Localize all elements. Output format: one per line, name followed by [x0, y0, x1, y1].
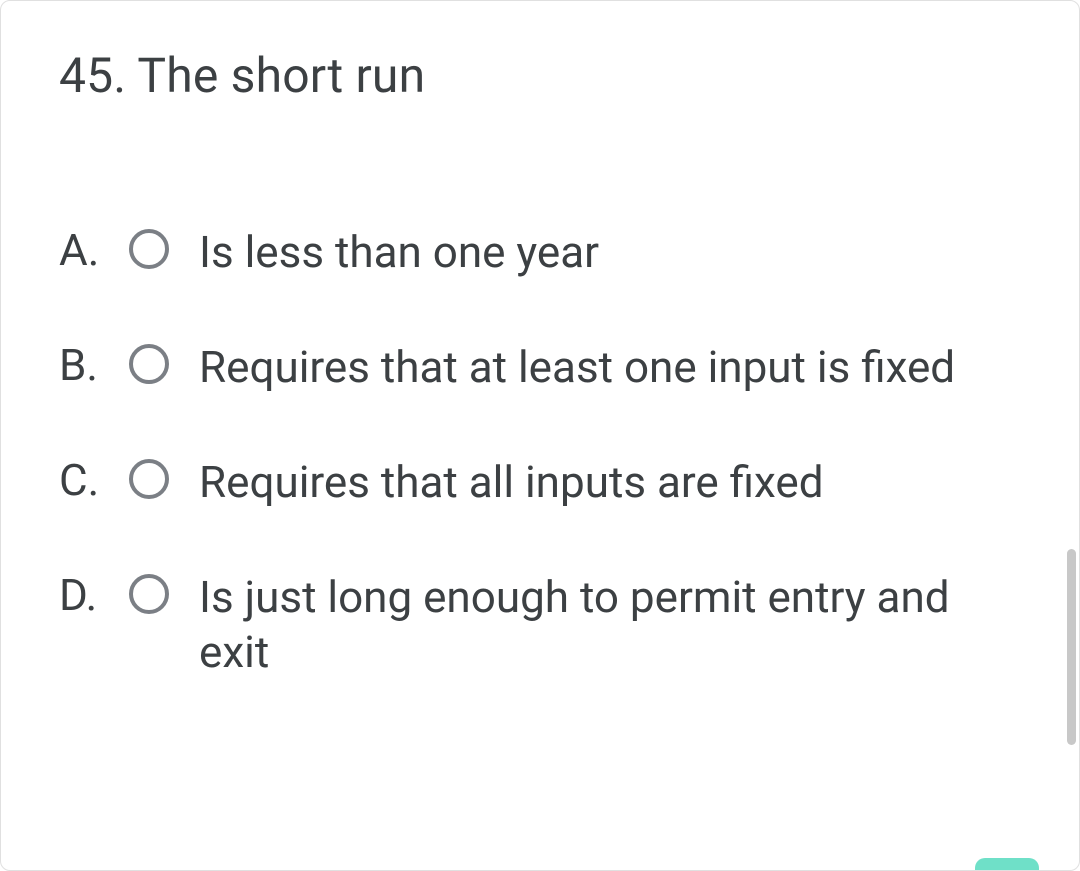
option-letter: C. — [59, 455, 129, 506]
option-d-label: Is just long enough to permit entry and … — [199, 570, 1021, 680]
option-letter: A. — [59, 225, 129, 276]
option-letter: D. — [59, 570, 129, 621]
radio-wrap — [129, 340, 199, 384]
radio-b[interactable] — [129, 344, 169, 384]
option-a-label: Is less than one year — [199, 225, 1021, 280]
radio-a[interactable] — [129, 229, 169, 269]
option-b-label: Requires that at least one input is fixe… — [199, 340, 1021, 395]
radio-wrap — [129, 455, 199, 499]
question-card: 45. The short run A. Is less than one ye… — [0, 0, 1080, 871]
radio-wrap — [129, 225, 199, 269]
option-a[interactable]: A. Is less than one year — [59, 225, 1021, 280]
option-letter: B. — [59, 340, 129, 391]
radio-c[interactable] — [129, 459, 169, 499]
radio-wrap — [129, 570, 199, 614]
scrollbar-thumb[interactable] — [1067, 549, 1076, 745]
option-c-label: Requires that all inputs are fixed — [199, 455, 1021, 510]
option-c[interactable]: C. Requires that all inputs are fixed — [59, 455, 1021, 510]
radio-d[interactable] — [129, 574, 169, 614]
option-b[interactable]: B. Requires that at least one input is f… — [59, 340, 1021, 395]
options-list: A. Is less than one year B. Requires tha… — [59, 225, 1021, 740]
accent-chip — [975, 858, 1039, 871]
question-title: 45. The short run — [59, 47, 1021, 105]
option-d[interactable]: D. Is just long enough to permit entry a… — [59, 570, 1021, 680]
